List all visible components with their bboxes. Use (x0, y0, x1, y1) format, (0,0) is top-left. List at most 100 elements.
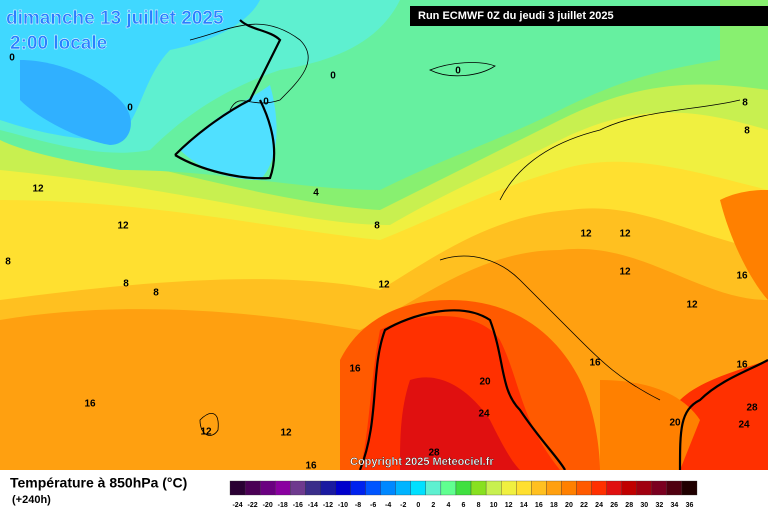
colorbar-label: -22 (248, 502, 258, 509)
contour-label: 8 (5, 257, 11, 268)
colorbar-swatch (591, 480, 607, 496)
colorbar-label: -6 (370, 502, 376, 509)
colorbar-swatch (259, 480, 276, 496)
colorbar-swatch (275, 480, 291, 496)
isotherms (174, 19, 768, 471)
colorbar-label: 0 (416, 502, 420, 509)
colorbar-swatch (636, 480, 652, 496)
colorbar-label: 32 (655, 502, 663, 509)
colorbar-label: 4 (446, 502, 450, 509)
contour-label: 16 (84, 399, 96, 410)
colorbar-swatch (621, 480, 637, 496)
colorbar-swatch (380, 480, 396, 496)
contour-label: 8 (153, 288, 159, 299)
colorbar: -24 -22 -20 -18 -16 -14 -12 -10 -8 -6 -4 -2 0 2 4 6 8 10 1… (229, 480, 698, 509)
colorbar-swatch (470, 480, 487, 496)
colorbar-label: 16 (535, 502, 543, 509)
contour-label: 12 (619, 229, 631, 240)
colorbar-label: 24 (595, 502, 603, 509)
contour-label: 12 (117, 221, 129, 232)
colorbar-label: -20 (263, 502, 273, 509)
colorbar-label: -14 (308, 502, 318, 509)
colorbar-swatch (501, 480, 517, 496)
legend-lead: (+240h) (12, 494, 51, 506)
colorbar-swatch (395, 480, 411, 496)
colorbar-label: 28 (625, 502, 633, 509)
contour-labels: 0 0 0 0 0 8 8 12 12 4 8 12 12 8 8 8 12 12 16 12 16 16 16 20 16 24… (5, 53, 758, 472)
colorbar-label: -2 (400, 502, 406, 509)
colorbar-label: -12 (323, 502, 333, 509)
colorbar-label: 12 (505, 502, 513, 509)
contour-label: 0 (127, 103, 133, 114)
contour-label: 12 (200, 427, 212, 438)
contour-label: 12 (378, 280, 390, 291)
contour-label: 12 (32, 184, 44, 195)
run-banner (410, 6, 768, 26)
colorbar-swatch (576, 480, 592, 496)
contour-label: 8 (742, 98, 748, 109)
contour-label: 28 (746, 403, 758, 414)
colorbar-swatch (455, 480, 472, 496)
contour-label: 20 (669, 418, 681, 429)
colorbar-swatch (244, 480, 261, 496)
colorbar-label: -24 (232, 502, 242, 509)
colorbar-label: -10 (338, 502, 348, 509)
colorbar-swatch (440, 480, 457, 496)
colorbar-swatch (290, 480, 306, 496)
temperature-field (0, 0, 768, 470)
colorbar-label: 18 (550, 502, 558, 509)
colorbar-swatch (305, 480, 321, 496)
colorbar-swatch (410, 480, 426, 496)
map-title: dimanche 13 juillet 2025 (6, 8, 224, 29)
contour-label: 16 (349, 364, 361, 375)
colorbar-swatch (531, 480, 547, 496)
colorbar-label: 36 (686, 502, 694, 509)
colorbar-swatch (365, 480, 381, 496)
contour-label: 16 (305, 461, 317, 472)
contour-label: 0 (455, 66, 461, 77)
colorbar-swatch (335, 480, 351, 496)
run-info: Run ECMWF 0Z du jeudi 3 juillet 2025 (418, 10, 614, 22)
colorbar-swatch (561, 480, 577, 496)
colorbar-label: -18 (278, 502, 288, 509)
contour-label: 16 (589, 358, 601, 369)
colorbar-swatch (516, 480, 532, 496)
colorbar-label: -4 (385, 502, 391, 509)
contour-label: 16 (736, 271, 748, 282)
colorbar-label: 34 (671, 502, 679, 509)
colorbar-label: 20 (565, 502, 573, 509)
colorbar-label: -8 (355, 502, 361, 509)
colorbar-label: 10 (490, 502, 498, 509)
map-time: 2:00 locale (10, 33, 107, 54)
legend-title: Température à 850hPa (°C) (10, 475, 187, 491)
contour-label: 8 (374, 221, 380, 232)
colorbar-swatch (229, 480, 246, 496)
colorbar-label: -16 (293, 502, 303, 509)
colorbar-swatch (651, 480, 668, 496)
contour-label: 12 (580, 229, 592, 240)
contour-label: 12 (619, 267, 631, 278)
colorbar-swatch (666, 480, 683, 496)
colorbar-label: 6 (462, 502, 466, 509)
colorbar-label: 14 (520, 502, 528, 509)
contour-label: 16 (736, 360, 748, 371)
contour-label: 12 (280, 428, 292, 439)
colorbar-swatch (350, 480, 366, 496)
contour-label: 28 (428, 448, 440, 459)
colorbar-label: 30 (640, 502, 648, 509)
contour-label: 4 (313, 188, 319, 199)
colorbar-swatch (606, 480, 622, 496)
contour-label: 12 (686, 300, 698, 311)
contour-label: 24 (478, 409, 490, 420)
contour-label: 20 (479, 377, 491, 388)
colorbar-swatch (425, 480, 442, 496)
colorbar-label: 22 (580, 502, 588, 509)
contour-label: 0 (330, 71, 336, 82)
colorbar-label: 2 (431, 502, 435, 509)
coastlines (189, 23, 741, 436)
colorbar-swatch (485, 480, 502, 496)
colorbar-label: 8 (477, 502, 481, 509)
contour-label: 8 (744, 126, 750, 137)
colorbar-swatch (320, 480, 336, 496)
